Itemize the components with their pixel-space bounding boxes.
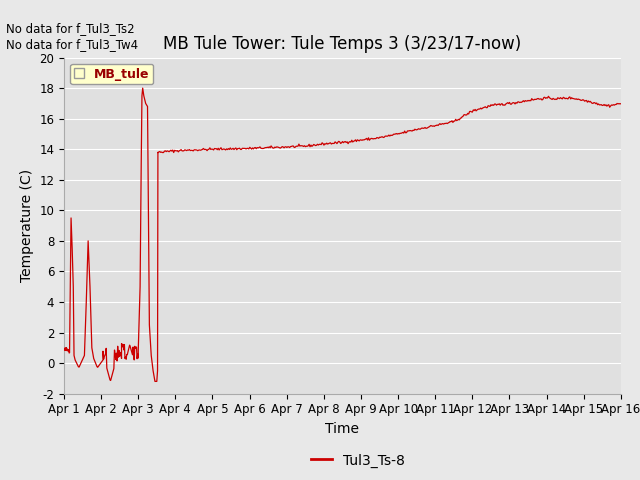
Text: No data for f_Tul3_Tw4: No data for f_Tul3_Tw4 <box>6 38 138 51</box>
X-axis label: Time: Time <box>325 422 360 436</box>
Legend: Tul3_Ts-8: Tul3_Ts-8 <box>306 448 411 473</box>
Legend: MB_tule: MB_tule <box>70 64 153 84</box>
Y-axis label: Temperature (C): Temperature (C) <box>20 169 34 282</box>
Text: No data for f_Tul3_Ts2: No data for f_Tul3_Ts2 <box>6 22 135 35</box>
Title: MB Tule Tower: Tule Temps 3 (3/23/17-now): MB Tule Tower: Tule Temps 3 (3/23/17-now… <box>163 35 522 53</box>
